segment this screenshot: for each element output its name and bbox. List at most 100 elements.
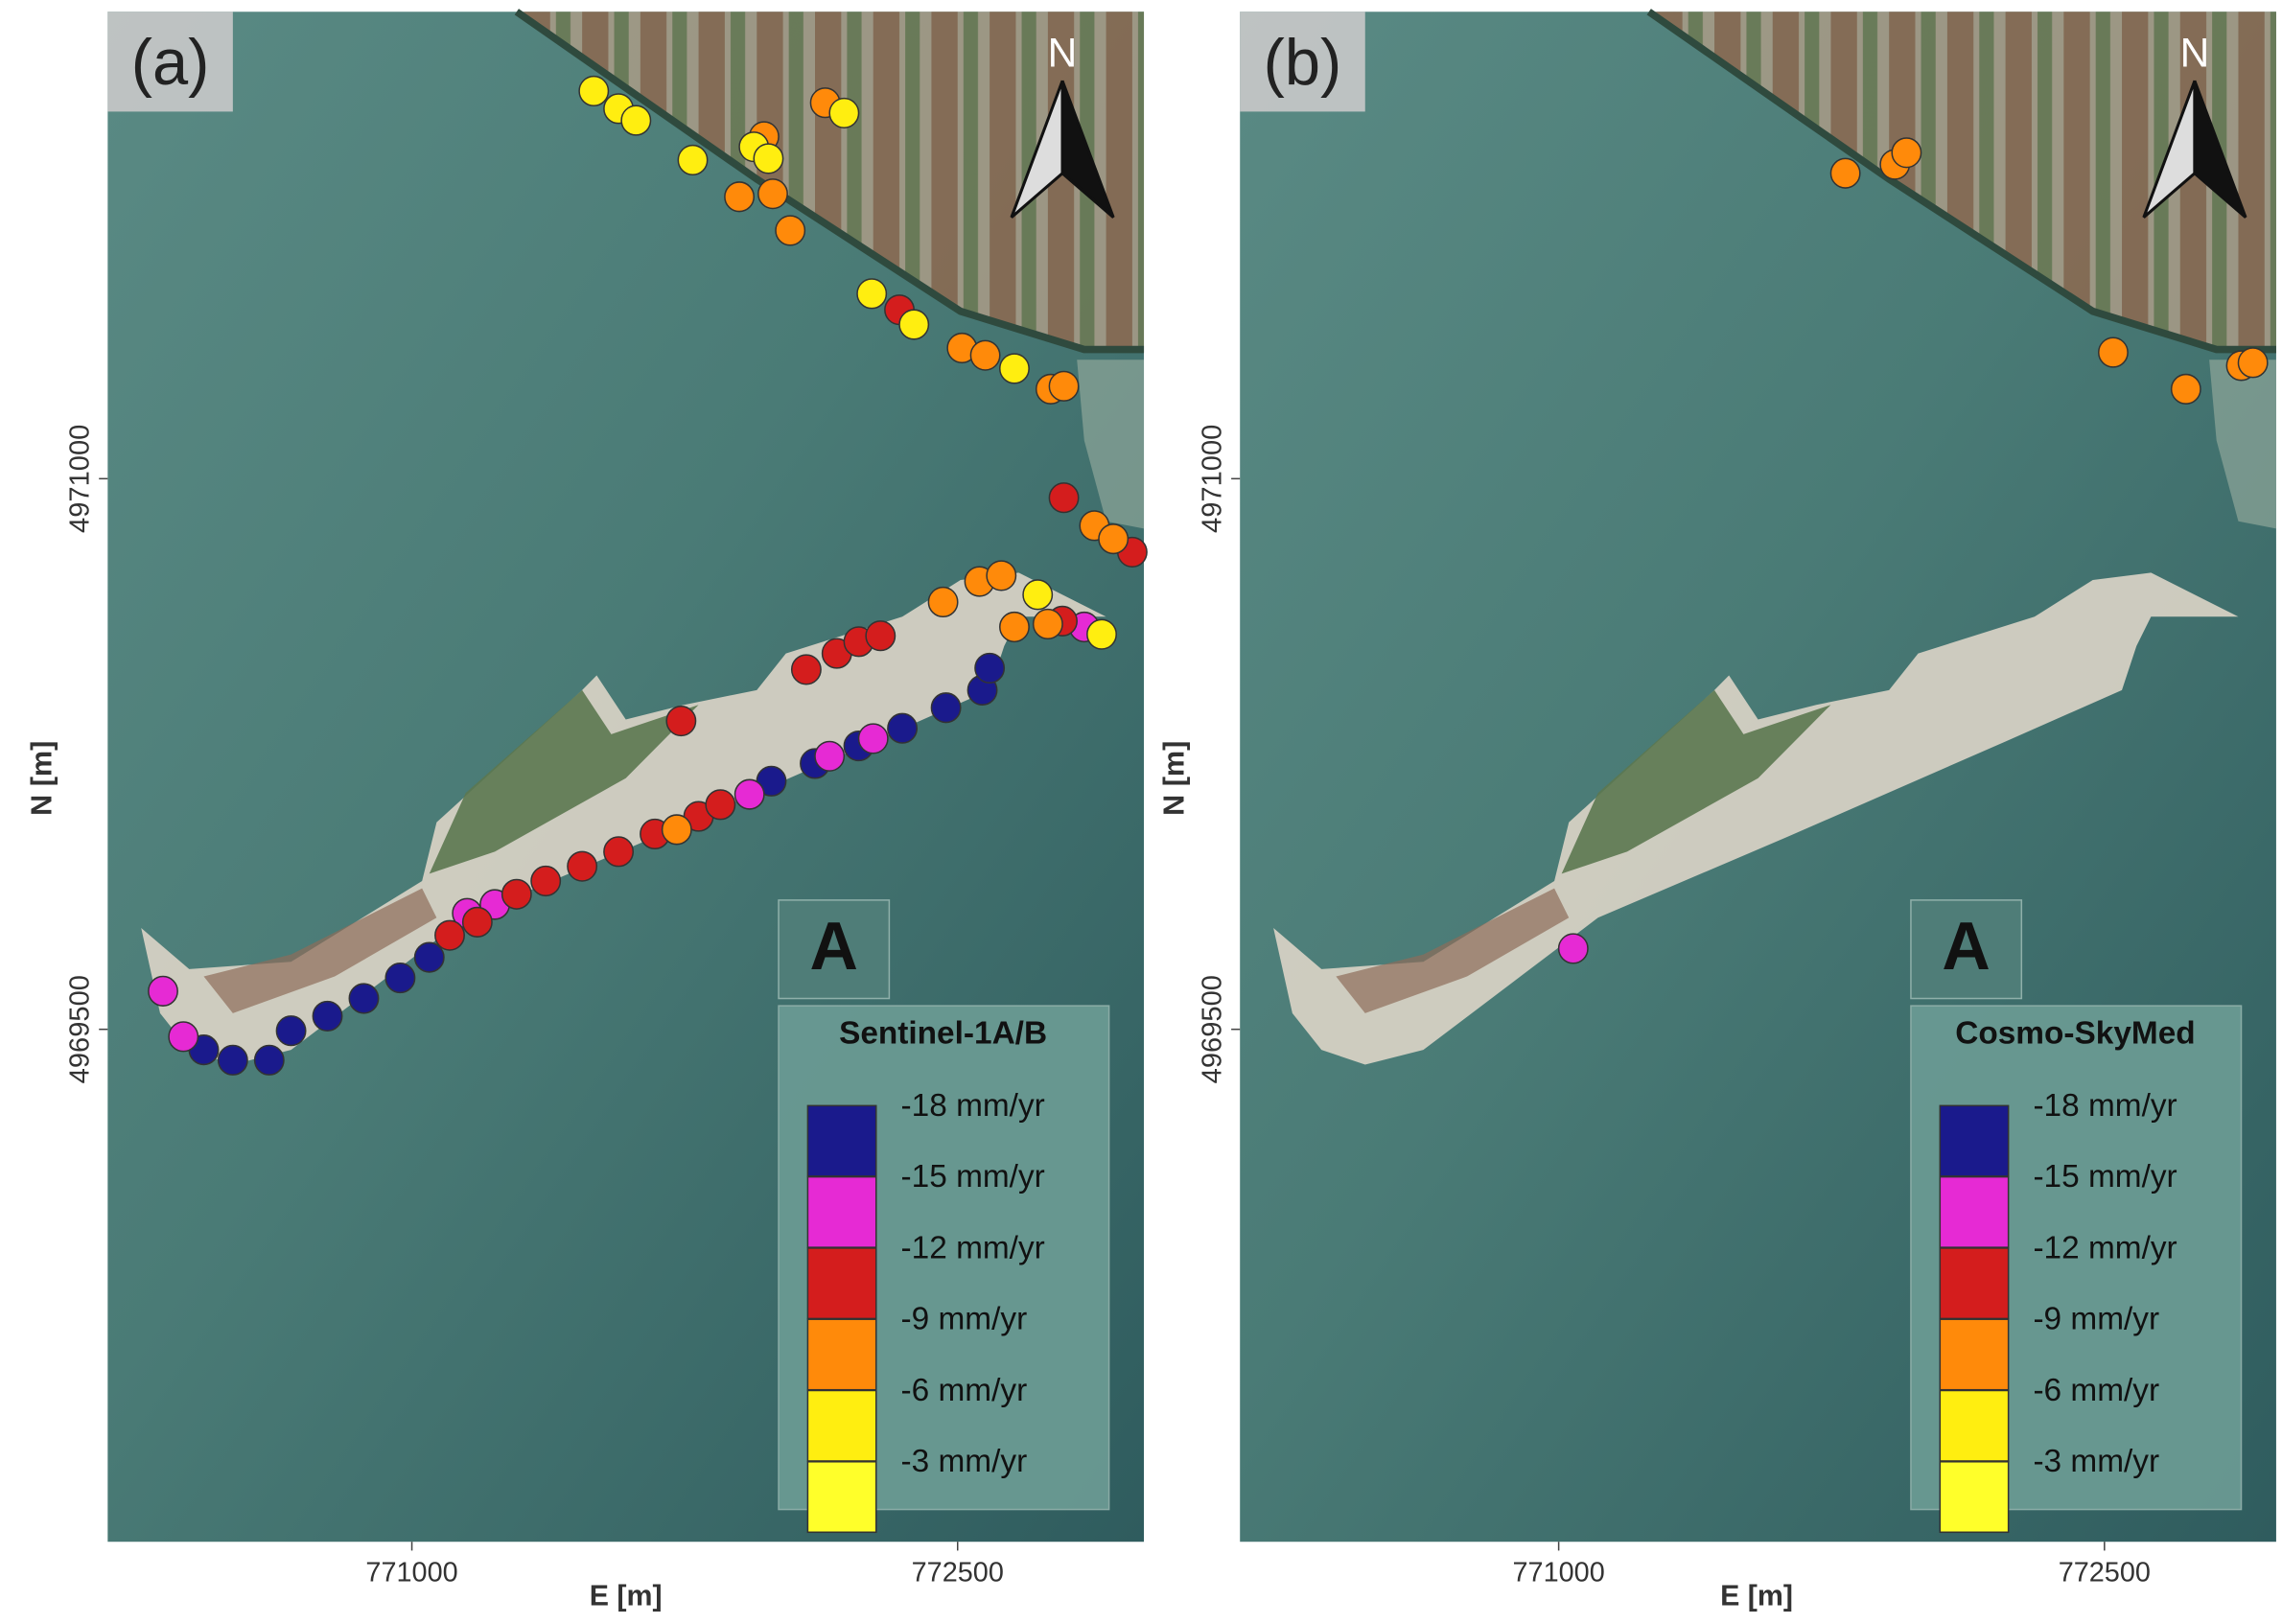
- point: [986, 560, 1017, 592]
- legend-swatch: [1939, 1104, 2010, 1177]
- x-axis-label: E [m]: [1720, 1579, 1793, 1612]
- legend-swatch: [1939, 1247, 2010, 1320]
- point: [969, 339, 1001, 371]
- point: [665, 705, 697, 737]
- point: [757, 178, 788, 210]
- x-tick-label: 771000: [1513, 1558, 1605, 1589]
- x-tick-label: 772500: [912, 1558, 1004, 1589]
- point: [705, 789, 736, 821]
- north-label: N: [2180, 30, 2210, 76]
- legend-label: -18 mm/yr: [2033, 1088, 2177, 1124]
- point: [578, 75, 610, 107]
- point: [2170, 373, 2201, 405]
- legend-label: -9 mm/yr: [2033, 1301, 2159, 1336]
- y-axis-label: N [m]: [1158, 741, 1191, 816]
- point: [857, 723, 889, 754]
- point: [1048, 482, 1080, 514]
- point: [413, 941, 445, 973]
- shore: [2209, 360, 2276, 529]
- point: [148, 975, 178, 1007]
- point: [1048, 370, 1080, 402]
- legend-label: -15 mm/yr: [2033, 1159, 2177, 1195]
- legend-label: -6 mm/yr: [2033, 1373, 2159, 1408]
- point: [974, 652, 1006, 684]
- point: [999, 611, 1030, 643]
- point: [1022, 579, 1054, 611]
- map-background: [1240, 9, 2276, 1543]
- point: [856, 278, 888, 310]
- point: [999, 353, 1030, 384]
- point: [275, 1015, 307, 1047]
- spit-marsh: [203, 888, 437, 1013]
- levee: [1646, 9, 2276, 354]
- legend-label: -6 mm/yr: [901, 1373, 1028, 1408]
- x-axis-label: E [m]: [590, 1579, 663, 1612]
- north-arrow-right: [2193, 80, 2247, 219]
- legend-label: -9 mm/yr: [901, 1301, 1028, 1336]
- legend-swatch: [806, 1318, 877, 1391]
- legend-swatch: [1939, 1389, 2010, 1462]
- point: [530, 865, 562, 897]
- point: [887, 712, 919, 744]
- point: [1557, 933, 1589, 964]
- badge-box: [1910, 899, 2023, 1000]
- point: [930, 692, 962, 724]
- farmland: [516, 12, 1145, 353]
- legend-label: -3 mm/yr: [901, 1444, 1028, 1479]
- y-tick-label: 4969500: [1198, 975, 1228, 1083]
- legend-swatch: [1939, 1175, 2010, 1248]
- y-tick-label: 4971000: [1198, 425, 1228, 533]
- point: [1891, 137, 1922, 169]
- spit-vegetation: [429, 689, 699, 874]
- point: [501, 878, 532, 910]
- legend-swatch: [806, 1389, 877, 1462]
- point: [775, 215, 806, 246]
- point: [461, 906, 493, 938]
- farmland: [1648, 12, 2276, 353]
- north-label: N: [1048, 30, 1078, 76]
- x-tick-label: 771000: [365, 1558, 457, 1589]
- shore: [1077, 360, 1145, 529]
- point: [217, 1044, 248, 1076]
- point: [724, 181, 756, 213]
- y-axis-label: N [m]: [26, 741, 58, 816]
- point: [567, 850, 598, 882]
- point: [434, 919, 465, 951]
- legend-swatch: [1939, 1460, 2010, 1534]
- point: [898, 309, 930, 340]
- point: [661, 814, 692, 846]
- north-arrow-right: [1060, 80, 1115, 219]
- point: [927, 586, 959, 618]
- legend-swatch: [806, 1104, 877, 1177]
- point: [620, 104, 652, 136]
- levee: [514, 9, 1145, 354]
- legend-label: -12 mm/yr: [2033, 1230, 2177, 1265]
- legend-label: -15 mm/yr: [901, 1159, 1045, 1195]
- panel-label: (b): [1264, 27, 1342, 99]
- point: [384, 962, 416, 994]
- badge: A: [810, 909, 858, 984]
- point: [348, 983, 380, 1014]
- point: [734, 778, 765, 810]
- legend-swatch: [806, 1460, 877, 1534]
- point: [1086, 618, 1117, 650]
- point: [865, 620, 896, 652]
- legend-label: -3 mm/yr: [2033, 1444, 2159, 1479]
- legend-swatch: [806, 1247, 877, 1320]
- panel-label: (a): [131, 27, 210, 99]
- map-background: [107, 9, 1145, 1543]
- y-tick-label: 4971000: [65, 425, 96, 533]
- point: [253, 1044, 285, 1076]
- x-tick-label: 772500: [2059, 1558, 2151, 1589]
- point: [312, 1000, 343, 1032]
- legend-swatch: [1939, 1318, 2010, 1391]
- point: [1098, 523, 1129, 555]
- legend-swatch: [806, 1175, 877, 1248]
- legend-title: Cosmo-SkyMed: [1955, 1016, 2195, 1052]
- point: [790, 654, 822, 685]
- panel-label-box: [107, 12, 233, 112]
- legend-title: Sentinel-1A/B: [839, 1016, 1047, 1052]
- point: [677, 144, 709, 176]
- legend-label: -12 mm/yr: [901, 1230, 1045, 1265]
